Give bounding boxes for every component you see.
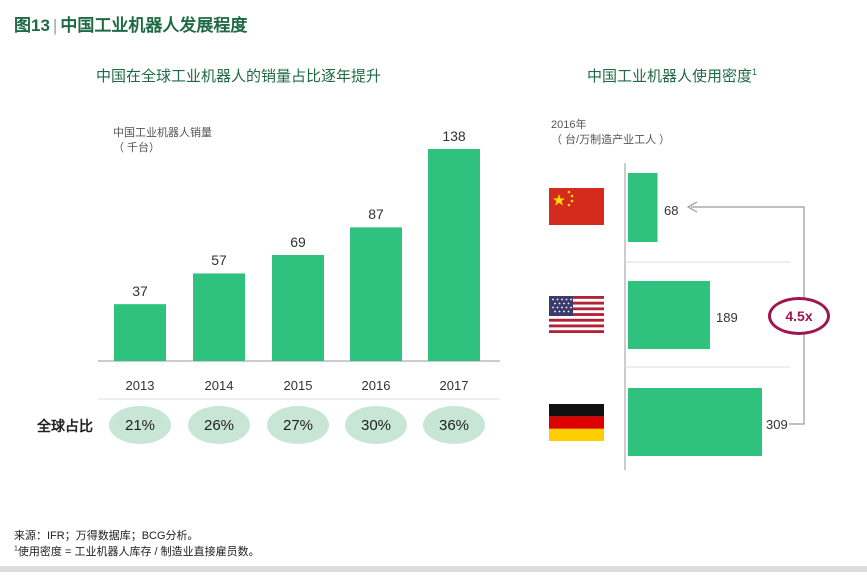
year-label: 2017 bbox=[439, 378, 469, 393]
sales-value-label: 87 bbox=[368, 206, 384, 223]
sales-value-label: 69 bbox=[290, 234, 306, 250]
sales-bar bbox=[350, 227, 402, 361]
share-pill: 30% bbox=[345, 406, 407, 444]
share-pill: 36% bbox=[423, 406, 485, 444]
sales-value-label: 57 bbox=[211, 252, 227, 269]
density-value-label: 309 bbox=[766, 417, 788, 432]
right-chart-unit-line2: （ 台/万制造产业工人 ） bbox=[551, 134, 671, 146]
figure-title: 图13 | 中国工业机器人发展程度 bbox=[14, 11, 247, 36]
right-chart-title: 中国工业机器人使用密度1 bbox=[587, 65, 757, 86]
share-pill: 26% bbox=[188, 406, 250, 444]
figure-title-text: 中国工业机器人发展程度 bbox=[60, 16, 248, 35]
sales-value-label: 138 bbox=[442, 128, 466, 144]
density-bar bbox=[628, 281, 710, 349]
right-chart-title-text: 中国工业机器人使用密度 bbox=[587, 68, 753, 85]
germany-flag-icon bbox=[549, 404, 604, 441]
left-chart-unit-line1: 中国工业机器人销量 bbox=[113, 127, 212, 139]
sales-bar bbox=[193, 273, 245, 361]
share-pill: 27% bbox=[267, 406, 329, 444]
title-separator: | bbox=[52, 16, 58, 35]
year-label: 2015 bbox=[283, 378, 313, 393]
year-label: 2016 bbox=[361, 378, 391, 393]
left-chart-unit: 中国工业机器人销量 （ 千台） bbox=[113, 126, 212, 156]
right-chart-unit: 2016年 （ 台/万制造产业工人 ） bbox=[551, 118, 670, 148]
bottom-rule bbox=[0, 566, 867, 572]
sales-bar bbox=[272, 255, 324, 361]
density-bar bbox=[628, 388, 762, 456]
right-chart-title-footnote: 1 bbox=[752, 67, 758, 77]
figure-number: 图13 bbox=[14, 16, 50, 35]
source-note: 来源：IFR；万得数据库；BCG分析。 bbox=[14, 530, 199, 542]
global-share-label: 全球占比 bbox=[37, 418, 93, 434]
share-pill: 21% bbox=[109, 406, 171, 444]
ratio-arrow-head bbox=[686, 201, 698, 213]
footnote-text: 使用密度 = 工业机器人库存 / 制造业直接雇员数。 bbox=[17, 546, 260, 558]
usa-flag-icon bbox=[549, 296, 604, 333]
year-label: 2013 bbox=[125, 378, 155, 393]
sales-bar bbox=[428, 149, 480, 361]
footnote-marker: 1 bbox=[14, 545, 18, 553]
left-chart-title: 中国在全球工业机器人的销量占比逐年提升 bbox=[96, 68, 382, 85]
ratio-badge: 4.5x bbox=[768, 297, 830, 335]
density-value-label: 68 bbox=[664, 203, 679, 218]
year-label: 2014 bbox=[204, 378, 234, 393]
footnote: 1使用密度 = 工业机器人库存 / 制造业直接雇员数。 bbox=[14, 543, 260, 559]
density-value-label: 189 bbox=[716, 310, 738, 325]
right-chart-unit-line1: 2016年 bbox=[551, 119, 587, 131]
density-bar bbox=[628, 173, 658, 242]
sales-value-label: 37 bbox=[132, 283, 148, 300]
left-chart-unit-line2: （ 千台） bbox=[113, 142, 161, 154]
sales-bar bbox=[114, 304, 166, 361]
china-flag-icon bbox=[549, 188, 604, 225]
